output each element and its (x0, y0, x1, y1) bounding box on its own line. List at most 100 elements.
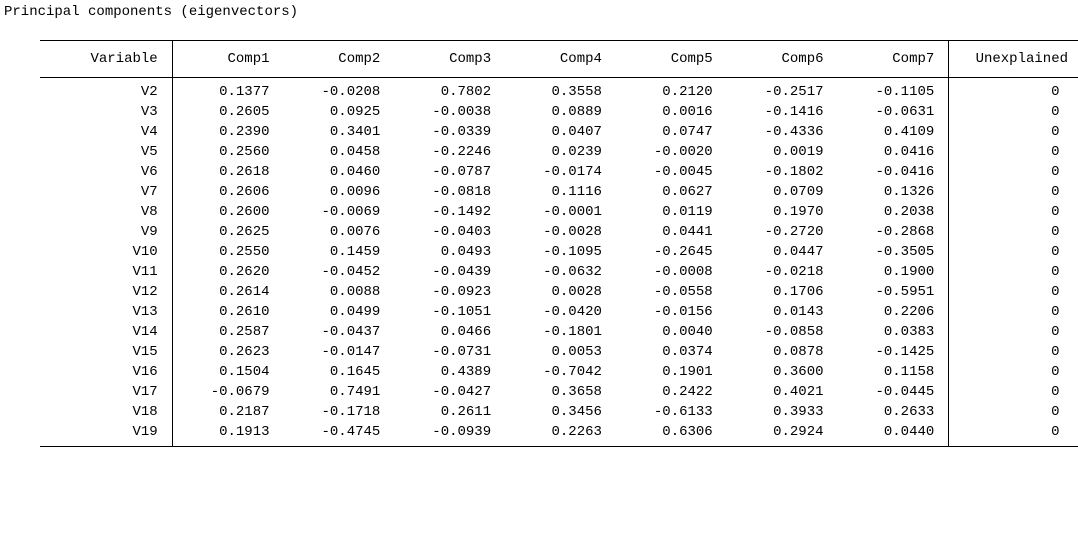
cell-comp4: 0.3456 (505, 402, 616, 422)
cell-unexplained: 0 (949, 422, 1078, 447)
cell-comp1: 0.2587 (172, 322, 283, 342)
cell-comp1: 0.2625 (172, 222, 283, 242)
cell-comp1: 0.1913 (172, 422, 283, 447)
table-row: V6 0.2618 0.0460 -0.0787 -0.0174 -0.0045… (40, 162, 1078, 182)
cell-variable: V9 (40, 222, 172, 242)
cell-comp1: 0.2600 (172, 202, 283, 222)
cell-comp1: 0.1377 (172, 78, 283, 103)
cell-comp6: -0.1802 (727, 162, 838, 182)
cell-comp7: -0.0445 (838, 382, 949, 402)
cell-unexplained: 0 (949, 182, 1078, 202)
cell-comp7: 0.1900 (838, 262, 949, 282)
cell-comp6: 0.1970 (727, 202, 838, 222)
cell-comp2: -0.0208 (284, 78, 395, 103)
cell-unexplained: 0 (949, 402, 1078, 422)
cell-unexplained: 0 (949, 362, 1078, 382)
cell-comp2: -0.0069 (284, 202, 395, 222)
cell-comp2: 0.0088 (284, 282, 395, 302)
cell-comp1: 0.2187 (172, 402, 283, 422)
cell-comp5: -0.0020 (616, 142, 727, 162)
cell-comp3: -0.0923 (394, 282, 505, 302)
cell-comp7: -0.0631 (838, 102, 949, 122)
cell-comp6: -0.2720 (727, 222, 838, 242)
cell-comp3: -0.0818 (394, 182, 505, 202)
cell-comp6: 0.0878 (727, 342, 838, 362)
cell-comp4: -0.0420 (505, 302, 616, 322)
cell-comp7: -0.1425 (838, 342, 949, 362)
col-header-comp2: Comp2 (284, 41, 395, 78)
cell-comp7: -0.5951 (838, 282, 949, 302)
cell-comp3: -0.0731 (394, 342, 505, 362)
cell-comp3: -0.1492 (394, 202, 505, 222)
cell-variable: V16 (40, 362, 172, 382)
cell-comp6: 0.0143 (727, 302, 838, 322)
cell-comp3: -0.2246 (394, 142, 505, 162)
cell-comp2: 0.0499 (284, 302, 395, 322)
col-header-comp1: Comp1 (172, 41, 283, 78)
cell-comp7: -0.2868 (838, 222, 949, 242)
cell-comp5: 0.2120 (616, 78, 727, 103)
page-title: Principal components (eigenvectors) (0, 0, 1078, 40)
cell-comp5: 0.2422 (616, 382, 727, 402)
cell-comp5: -0.2645 (616, 242, 727, 262)
cell-variable: V18 (40, 402, 172, 422)
cell-comp6: 0.1706 (727, 282, 838, 302)
cell-unexplained: 0 (949, 282, 1078, 302)
cell-variable: V15 (40, 342, 172, 362)
cell-comp7: 0.0416 (838, 142, 949, 162)
cell-comp2: -0.0452 (284, 262, 395, 282)
cell-comp1: 0.2618 (172, 162, 283, 182)
cell-comp4: -0.7042 (505, 362, 616, 382)
cell-comp4: -0.1801 (505, 322, 616, 342)
cell-comp5: -0.0558 (616, 282, 727, 302)
cell-comp3: 0.0493 (394, 242, 505, 262)
cell-comp5: 0.0747 (616, 122, 727, 142)
cell-comp5: -0.0156 (616, 302, 727, 322)
cell-comp7: -0.1105 (838, 78, 949, 103)
cell-comp2: -0.0147 (284, 342, 395, 362)
cell-comp2: 0.3401 (284, 122, 395, 142)
cell-unexplained: 0 (949, 342, 1078, 362)
cell-comp6: -0.0858 (727, 322, 838, 342)
cell-comp1: 0.2605 (172, 102, 283, 122)
cell-comp5: -0.6133 (616, 402, 727, 422)
table-row: V16 0.1504 0.1645 0.4389 -0.7042 0.1901 … (40, 362, 1078, 382)
cell-comp2: 0.1645 (284, 362, 395, 382)
cell-comp1: 0.2610 (172, 302, 283, 322)
pca-table-wrap: Variable Comp1 Comp2 Comp3 Comp4 Comp5 C… (0, 40, 1078, 447)
cell-comp1: 0.2390 (172, 122, 283, 142)
col-header-comp3: Comp3 (394, 41, 505, 78)
cell-variable: V6 (40, 162, 172, 182)
cell-comp6: 0.0447 (727, 242, 838, 262)
cell-unexplained: 0 (949, 322, 1078, 342)
cell-variable: V10 (40, 242, 172, 262)
col-header-comp4: Comp4 (505, 41, 616, 78)
cell-comp6: -0.4336 (727, 122, 838, 142)
cell-comp6: 0.0709 (727, 182, 838, 202)
cell-comp2: 0.0458 (284, 142, 395, 162)
cell-comp3: -0.0427 (394, 382, 505, 402)
cell-comp1: 0.1504 (172, 362, 283, 382)
cell-variable: V3 (40, 102, 172, 122)
cell-comp1: 0.2560 (172, 142, 283, 162)
cell-comp4: 0.0407 (505, 122, 616, 142)
table-row: V9 0.2625 0.0076 -0.0403 -0.0028 0.0441 … (40, 222, 1078, 242)
cell-variable: V17 (40, 382, 172, 402)
cell-unexplained: 0 (949, 302, 1078, 322)
cell-comp5: 0.1901 (616, 362, 727, 382)
cell-comp4: 0.0889 (505, 102, 616, 122)
cell-comp2: 0.0096 (284, 182, 395, 202)
cell-comp7: 0.2206 (838, 302, 949, 322)
col-header-variable: Variable (40, 41, 172, 78)
cell-variable: V11 (40, 262, 172, 282)
cell-unexplained: 0 (949, 262, 1078, 282)
cell-comp1: -0.0679 (172, 382, 283, 402)
cell-variable: V8 (40, 202, 172, 222)
cell-comp4: 0.3658 (505, 382, 616, 402)
cell-comp4: 0.1116 (505, 182, 616, 202)
cell-comp1: 0.2550 (172, 242, 283, 262)
cell-comp6: -0.1416 (727, 102, 838, 122)
cell-comp6: 0.2924 (727, 422, 838, 447)
table-header-row: Variable Comp1 Comp2 Comp3 Comp4 Comp5 C… (40, 41, 1078, 78)
table-row: V2 0.1377 -0.0208 0.7802 0.3558 0.2120 -… (40, 78, 1078, 103)
